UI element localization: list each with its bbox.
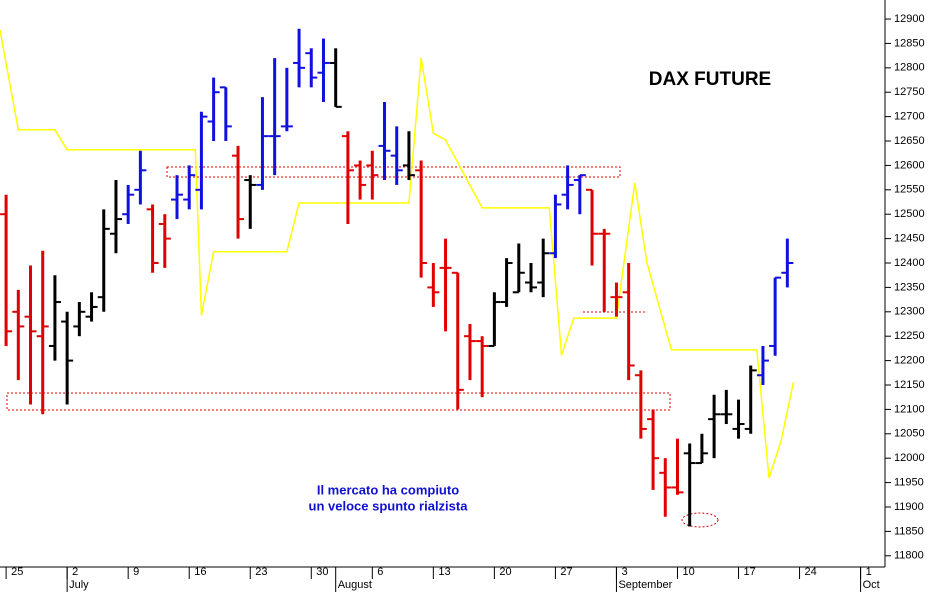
annotation: Il mercato ha compiuto [317, 482, 459, 497]
x-tick-label: 9 [133, 566, 139, 578]
x-tick-label: 16 [194, 566, 206, 578]
y-tick-label: 12800 [894, 62, 925, 74]
indicator-line [0, 30, 795, 479]
y-tick-label: 11900 [894, 501, 924, 513]
y-tick-label: 12050 [894, 428, 925, 440]
y-tick-label: 12750 [894, 86, 925, 98]
y-tick-label: 12650 [894, 135, 925, 147]
x-tick-label: 30 [316, 566, 328, 578]
month-label: July [69, 579, 89, 591]
y-tick-label: 12450 [894, 233, 925, 245]
y-tick-label: 12150 [894, 379, 925, 391]
x-tick-label: 3 [621, 566, 627, 578]
low-highlight [681, 512, 719, 528]
y-tick-label: 12900 [894, 13, 925, 25]
month-label: Oct [863, 579, 880, 591]
y-tick-label: 12000 [894, 452, 925, 464]
y-tick-label: 12200 [894, 355, 925, 367]
x-tick-label: 17 [744, 566, 756, 578]
x-tick-label: 23 [255, 566, 267, 578]
y-tick-label: 11850 [894, 525, 924, 537]
chart-title: DAX FUTURE [649, 69, 771, 90]
y-tick-label: 12100 [894, 403, 925, 415]
y-tick-label: 12300 [894, 306, 925, 318]
annotation: un veloce spunto rialzista [309, 498, 469, 513]
x-tick-label: 20 [499, 566, 511, 578]
y-tick-label: 12850 [894, 37, 925, 49]
x-tick-label: 1 [866, 566, 872, 578]
x-tick-label: 6 [377, 566, 383, 578]
y-tick-label: 12400 [894, 257, 925, 269]
x-tick-label: 13 [438, 566, 450, 578]
x-tick-label: 2 [72, 566, 78, 578]
month-label: August [338, 579, 372, 591]
x-tick-label: 27 [560, 566, 572, 578]
resistance-zone [166, 166, 621, 178]
month-label: September [618, 579, 672, 591]
y-tick-label: 12350 [894, 281, 925, 293]
x-tick-label: 25 [11, 566, 23, 578]
x-tick-label: 24 [805, 566, 817, 578]
y-tick-label: 11950 [894, 476, 924, 488]
y-tick-label: 12250 [894, 330, 925, 342]
y-tick-label: 12600 [894, 159, 925, 171]
y-tick-label: 12500 [894, 208, 925, 220]
y-tick-label: 12700 [894, 111, 925, 123]
x-tick-label: 10 [682, 566, 694, 578]
y-tick-label: 11800 [894, 550, 924, 562]
y-tick-label: 12550 [894, 184, 925, 196]
